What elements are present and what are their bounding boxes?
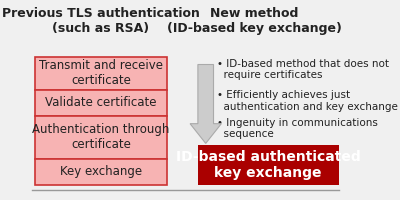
Text: ID-based authenticated
key exchange: ID-based authenticated key exchange — [176, 150, 361, 180]
Text: Validate certificate: Validate certificate — [45, 96, 157, 109]
Text: Previous TLS authentication
(such as RSA): Previous TLS authentication (such as RSA… — [2, 7, 200, 35]
Text: • Efficiently achieves just
  authentication and key exchange: • Efficiently achieves just authenticati… — [217, 90, 398, 112]
Text: Authentication through
certificate: Authentication through certificate — [32, 123, 170, 151]
Polygon shape — [190, 64, 221, 143]
FancyBboxPatch shape — [35, 116, 167, 159]
Text: • Ingenuity in communications
  sequence: • Ingenuity in communications sequence — [217, 118, 378, 139]
FancyBboxPatch shape — [198, 145, 339, 185]
Text: Key exchange: Key exchange — [60, 165, 142, 178]
FancyBboxPatch shape — [35, 90, 167, 116]
FancyBboxPatch shape — [35, 57, 167, 90]
Text: Transmit and receive
certificate: Transmit and receive certificate — [39, 59, 163, 87]
Text: New method
(ID-based key exchange): New method (ID-based key exchange) — [167, 7, 342, 35]
FancyBboxPatch shape — [35, 159, 167, 185]
Text: • ID-based method that does not
  require certificates: • ID-based method that does not require … — [217, 59, 389, 80]
